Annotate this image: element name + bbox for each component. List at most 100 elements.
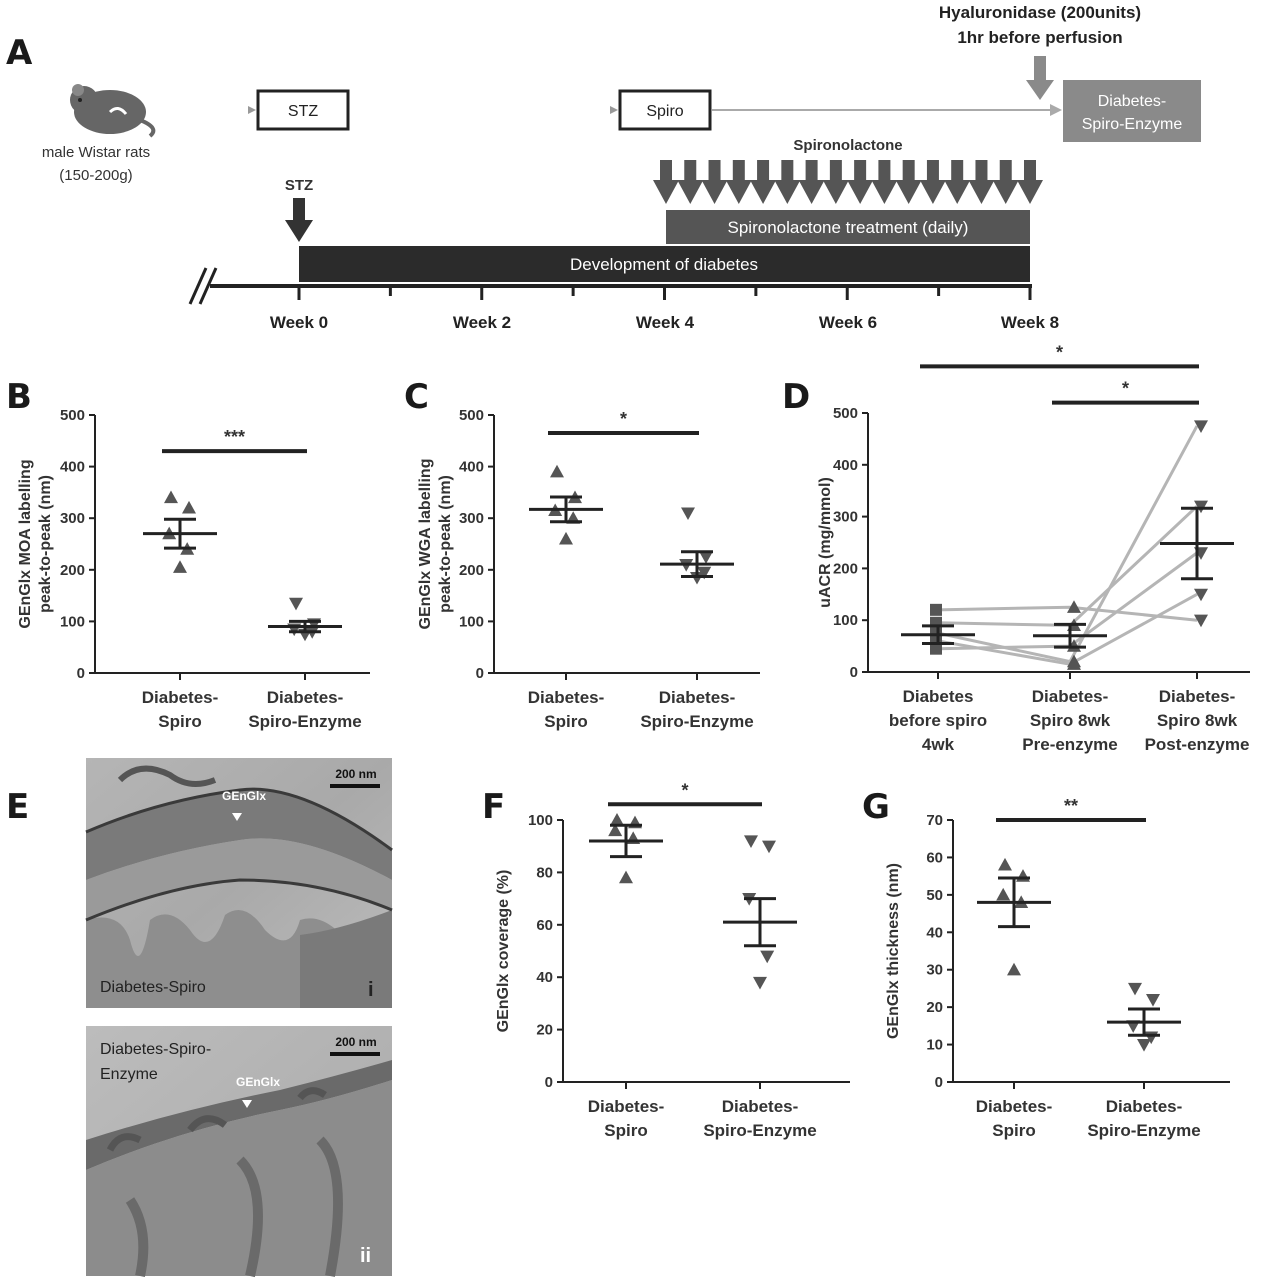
- y-tick-label: 0: [545, 1074, 553, 1091]
- panel-e-label: E: [6, 787, 29, 827]
- y-axis-label: uACR (mg/mmol): [817, 477, 834, 608]
- x-category-label: Spiro-Enzyme: [703, 1121, 816, 1140]
- em-bottom-scale-label: 200 nm: [335, 1035, 376, 1049]
- spiro-line-arrow-icon: [1050, 104, 1062, 116]
- diabetes-bar-label: Development of diabetes: [570, 255, 758, 274]
- em-top-marker-label: GEnGlx: [222, 789, 266, 803]
- data-point: [930, 603, 942, 616]
- em-top-scale-bar: [330, 784, 380, 788]
- week-0-label: Week 0: [270, 313, 328, 332]
- spiro-box: [618, 89, 712, 131]
- spiro-day-arrow-icon: [653, 160, 679, 204]
- data-point: [744, 835, 758, 848]
- group-box: [1063, 80, 1201, 142]
- data-point: [550, 464, 564, 478]
- x-category-label: Spiro-Enzyme: [1087, 1121, 1200, 1140]
- chart-g: 0 10 20 30 40 50 60 70 GEnGlx thickness (nm) Diab…: [885, 796, 1230, 1140]
- y-tick-label: 30: [926, 962, 943, 979]
- y-tick-label: 100: [60, 613, 85, 630]
- spiro-day-arrow-icon: [798, 160, 825, 204]
- y-tick-label: 0: [476, 665, 484, 682]
- em-bottom-marker-arrow-icon: [242, 1100, 252, 1108]
- y-tick-label: 0: [77, 665, 85, 682]
- x-category-label: Spiro 8wk: [1157, 711, 1238, 730]
- y-tick-label: 200: [60, 562, 85, 579]
- y-tick-label: 100: [833, 612, 858, 629]
- panel-f-label: F: [482, 787, 505, 827]
- y-tick-label: 70: [926, 812, 943, 829]
- spiro-day-arrow-icon: [822, 160, 849, 204]
- y-tick-label: 20: [926, 999, 943, 1016]
- x-category-label: Diabetes-: [976, 1097, 1053, 1116]
- week-ticks: [297, 284, 1032, 300]
- y-tick-label: 40: [536, 969, 553, 986]
- x-category-label: Diabetes: [903, 687, 974, 706]
- spiro-day-arrow-icon: [847, 160, 874, 204]
- diabetes-bar: [299, 246, 1030, 282]
- panel-a-label: A: [6, 33, 33, 73]
- axis-break-1: [188, 267, 208, 305]
- spiro-treatment-label: Spironolactone treatment (daily): [728, 218, 969, 237]
- spiro-day-arrow-icon: [992, 160, 1019, 204]
- panel-d-label: D: [782, 377, 810, 417]
- chart-b: 0 100 200 300 400 500 GEnGlx MOA labelling peak…: [17, 407, 370, 731]
- y-tick-label: 200: [459, 562, 484, 579]
- stz-box-label: STZ: [288, 103, 318, 120]
- x-category-label: Diabetes-: [659, 688, 736, 707]
- data-point: [1146, 994, 1160, 1007]
- y-tick-label: 100: [459, 613, 484, 630]
- y-tick-label: 400: [60, 459, 85, 476]
- x-category-label: Diabetes-: [267, 688, 344, 707]
- spiro-day-arrow-icon: [677, 160, 704, 204]
- y-tick-label: 300: [833, 509, 858, 526]
- x-category-label: Pre-enzyme: [1022, 735, 1117, 754]
- hyal-line1: Hyaluronidase (200units): [939, 3, 1141, 22]
- rat-label-line1: male Wistar rats: [42, 144, 150, 161]
- spiro-day-arrow-icon: [944, 160, 971, 204]
- y-tick-label: 100: [528, 812, 553, 829]
- group-box-line2: Spiro-Enzyme: [1082, 116, 1183, 133]
- data-point: [1194, 614, 1208, 628]
- spiro-treatment-bar: [666, 210, 1030, 244]
- x-category-label: Diabetes-: [588, 1097, 665, 1116]
- data-point: [998, 857, 1012, 871]
- data-point: [760, 950, 775, 964]
- em-bottom-caption-line1: Diabetes-Spiro-: [100, 1041, 211, 1058]
- em-bottom-marker-label: GEnGlx: [236, 1075, 280, 1089]
- spiro-daily-arrows: [653, 160, 1043, 204]
- y-tick-label: 400: [459, 459, 484, 476]
- spiro-day-arrow-icon: [968, 160, 995, 204]
- x-category-label: Spiro: [544, 712, 587, 731]
- y-tick-label: 200: [833, 560, 858, 577]
- chart-f: 0 20 40 60 80 100 GEnGlx coverage (%) Diabetes-…: [495, 780, 850, 1140]
- spiro-day-arrow-icon: [701, 160, 728, 204]
- significance-label: **: [1064, 796, 1078, 816]
- x-category-label: Diabetes-: [722, 1097, 799, 1116]
- data-point: [996, 887, 1011, 901]
- em-top-roman: i: [368, 979, 374, 1001]
- x-category-label: Spiro-Enzyme: [640, 712, 753, 731]
- stz-pointer-icon: [248, 106, 256, 114]
- spiro-day-arrow-icon: [871, 160, 898, 204]
- significance-label: *: [1056, 342, 1063, 362]
- x-category-label: Diabetes-: [528, 688, 605, 707]
- x-category-label: before spiro: [889, 711, 987, 730]
- x-category-label: Diabetes-: [1032, 687, 1109, 706]
- data-point: [1194, 588, 1208, 602]
- spiro-day-arrow-icon: [1017, 160, 1043, 204]
- data-point: [1007, 962, 1021, 976]
- data-point: [619, 870, 633, 884]
- data-point: [610, 813, 624, 826]
- spiro-box-label: Spiro: [646, 103, 683, 120]
- y-axis-label: GEnGlx coverage (%): [495, 870, 512, 1033]
- hyal-arrow-icon: [1026, 56, 1054, 100]
- spiro-day-arrow-icon: [774, 160, 801, 204]
- panel-c-label: C: [404, 377, 429, 417]
- chart-d: 0 100 200 300 400 500 uACR (mg/mmol) Diabetes be…: [817, 342, 1250, 754]
- em-image-diabetes-spiro: [85, 758, 393, 1008]
- data-point: [182, 500, 196, 514]
- spiro-arrows-label: Spironolactone: [793, 137, 902, 154]
- y-tick-label: 0: [935, 1074, 943, 1091]
- rat-label-line2: (150-200g): [59, 167, 132, 184]
